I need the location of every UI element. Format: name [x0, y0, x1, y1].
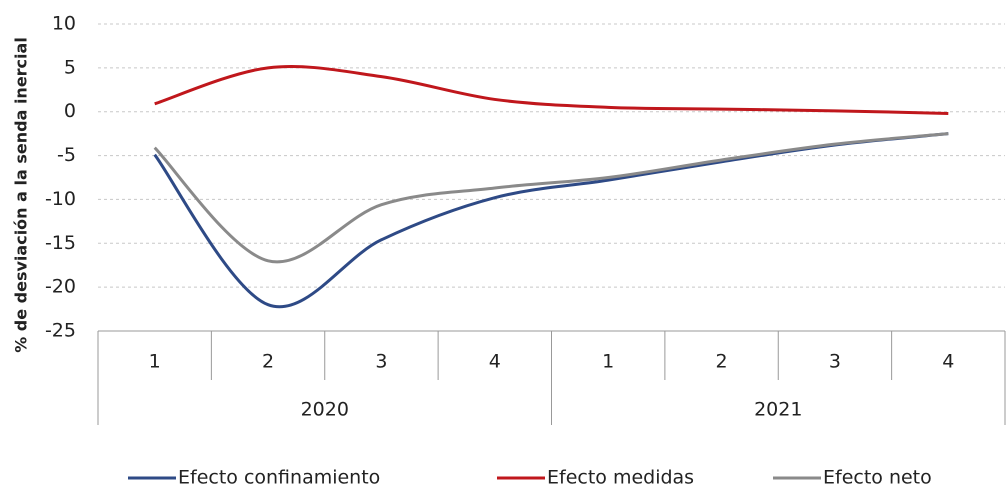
- y-tick-label: -10: [45, 188, 76, 210]
- y-tick-label: -25: [45, 320, 76, 342]
- x-tick-label: 4: [942, 351, 954, 373]
- x-tick-label: 4: [489, 351, 501, 373]
- y-tick-label: -15: [45, 232, 76, 254]
- legend-label: Efecto medidas: [547, 467, 694, 488]
- x-tick-label: 3: [375, 351, 387, 373]
- group-label: 2021: [754, 399, 802, 421]
- x-tick-label: 2: [262, 351, 274, 373]
- series-line: [153, 132, 949, 264]
- series-line: [153, 132, 949, 309]
- series-line: [154, 65, 949, 115]
- y-axis-label: % de desviación a la senda inercial: [12, 37, 31, 353]
- y-tick-label: 10: [52, 13, 76, 35]
- x-tick-label: 1: [149, 351, 161, 373]
- y-tick-label: -5: [57, 144, 76, 166]
- legend-label: Efecto neto: [823, 467, 932, 488]
- x-tick-label: 1: [602, 351, 614, 373]
- y-tick-label: -20: [45, 276, 76, 298]
- x-tick-label: 2: [716, 351, 728, 373]
- y-tick-label: 0: [64, 100, 76, 122]
- y-tick-label: 5: [64, 56, 76, 78]
- legend-label: Efecto confinamiento: [178, 467, 380, 488]
- x-tick-label: 3: [829, 351, 841, 373]
- group-label: 2020: [301, 399, 349, 421]
